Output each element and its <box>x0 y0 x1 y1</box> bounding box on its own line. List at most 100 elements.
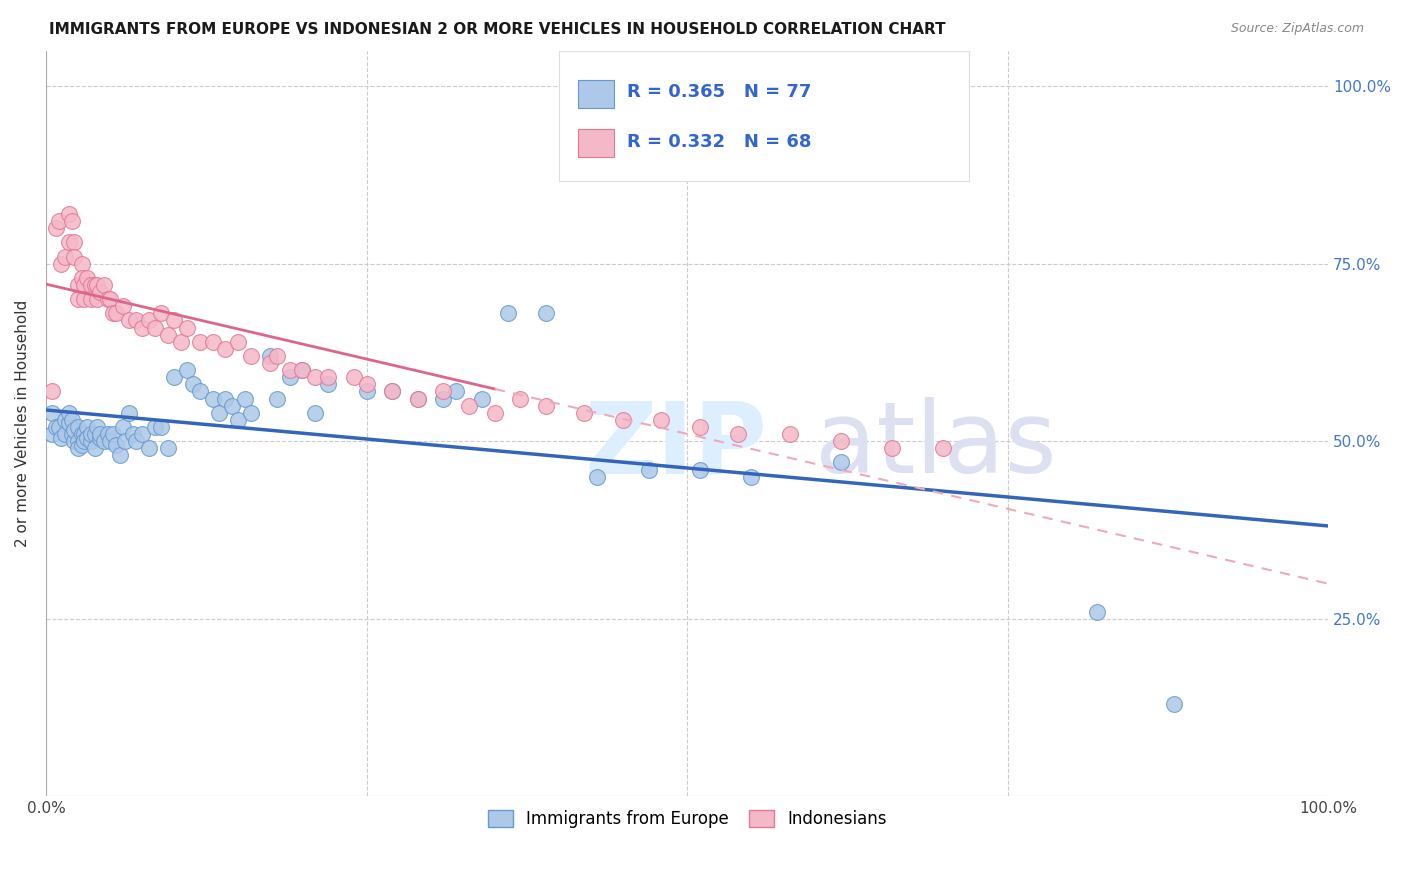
Point <box>689 462 711 476</box>
Point <box>111 299 134 313</box>
Point <box>131 427 153 442</box>
Y-axis label: 2 or more Vehicles in Household: 2 or more Vehicles in Household <box>15 300 30 547</box>
Text: R = 0.332   N = 68: R = 0.332 N = 68 <box>627 134 811 152</box>
Point <box>73 292 96 306</box>
Point <box>188 334 211 349</box>
Point <box>259 356 281 370</box>
Point <box>1085 605 1108 619</box>
Point <box>356 384 378 399</box>
Point <box>53 413 76 427</box>
Point <box>830 434 852 449</box>
Point <box>66 292 89 306</box>
Point <box>484 406 506 420</box>
Point <box>111 420 134 434</box>
Point <box>76 420 98 434</box>
Point <box>53 427 76 442</box>
Point <box>101 306 124 320</box>
Text: Source: ZipAtlas.com: Source: ZipAtlas.com <box>1230 22 1364 36</box>
Point <box>63 250 86 264</box>
Point <box>73 427 96 442</box>
Point <box>41 384 63 399</box>
Point <box>740 469 762 483</box>
Point <box>534 306 557 320</box>
Point <box>586 469 609 483</box>
Point <box>83 427 105 442</box>
Point <box>66 420 89 434</box>
Point <box>208 406 231 420</box>
Point <box>138 442 160 456</box>
Point <box>80 292 103 306</box>
Point <box>63 235 86 250</box>
Point <box>637 462 659 476</box>
Point <box>70 257 93 271</box>
Point <box>689 420 711 434</box>
Point <box>60 214 83 228</box>
Point <box>51 431 73 445</box>
Point <box>188 384 211 399</box>
Point <box>471 392 494 406</box>
Point <box>53 250 76 264</box>
Point <box>86 277 108 292</box>
Point <box>183 377 205 392</box>
Point <box>278 370 301 384</box>
Point <box>63 424 86 438</box>
Point <box>45 420 67 434</box>
Point <box>118 406 141 420</box>
Point <box>150 306 173 320</box>
Point <box>89 431 111 445</box>
Point <box>41 427 63 442</box>
Point <box>316 370 339 384</box>
Point <box>214 392 236 406</box>
Point <box>150 420 173 434</box>
Point <box>80 427 103 442</box>
Point <box>89 427 111 442</box>
Point <box>163 370 186 384</box>
Point <box>574 406 596 420</box>
Point <box>650 413 672 427</box>
Point <box>446 384 468 399</box>
Point <box>60 413 83 427</box>
Point <box>176 363 198 377</box>
Point <box>356 377 378 392</box>
Point <box>70 427 93 442</box>
Point <box>86 292 108 306</box>
Point <box>201 334 224 349</box>
Point <box>143 320 166 334</box>
Point <box>48 420 70 434</box>
Point <box>101 427 124 442</box>
Point <box>70 270 93 285</box>
Point <box>110 448 132 462</box>
Point <box>66 277 89 292</box>
Point <box>291 363 314 377</box>
Point <box>381 384 404 399</box>
Point <box>221 399 243 413</box>
Point <box>163 313 186 327</box>
Point <box>96 292 118 306</box>
Legend: Immigrants from Europe, Indonesians: Immigrants from Europe, Indonesians <box>479 801 894 836</box>
Point <box>83 277 105 292</box>
Point <box>63 434 86 449</box>
Point <box>89 285 111 299</box>
Point <box>83 442 105 456</box>
Point <box>60 427 83 442</box>
Point <box>343 370 366 384</box>
Point <box>226 334 249 349</box>
Point <box>496 306 519 320</box>
Text: R = 0.365   N = 77: R = 0.365 N = 77 <box>627 83 811 101</box>
Point <box>58 207 80 221</box>
Point <box>125 313 148 327</box>
Point <box>432 384 454 399</box>
Point <box>214 342 236 356</box>
Point <box>156 442 179 456</box>
Point <box>509 392 531 406</box>
Point <box>266 349 288 363</box>
Point <box>240 406 263 420</box>
Point <box>169 334 191 349</box>
Point <box>156 327 179 342</box>
Point <box>122 427 145 442</box>
Point <box>432 392 454 406</box>
Point <box>41 406 63 420</box>
Point <box>86 420 108 434</box>
Point <box>70 438 93 452</box>
Point <box>779 427 801 442</box>
